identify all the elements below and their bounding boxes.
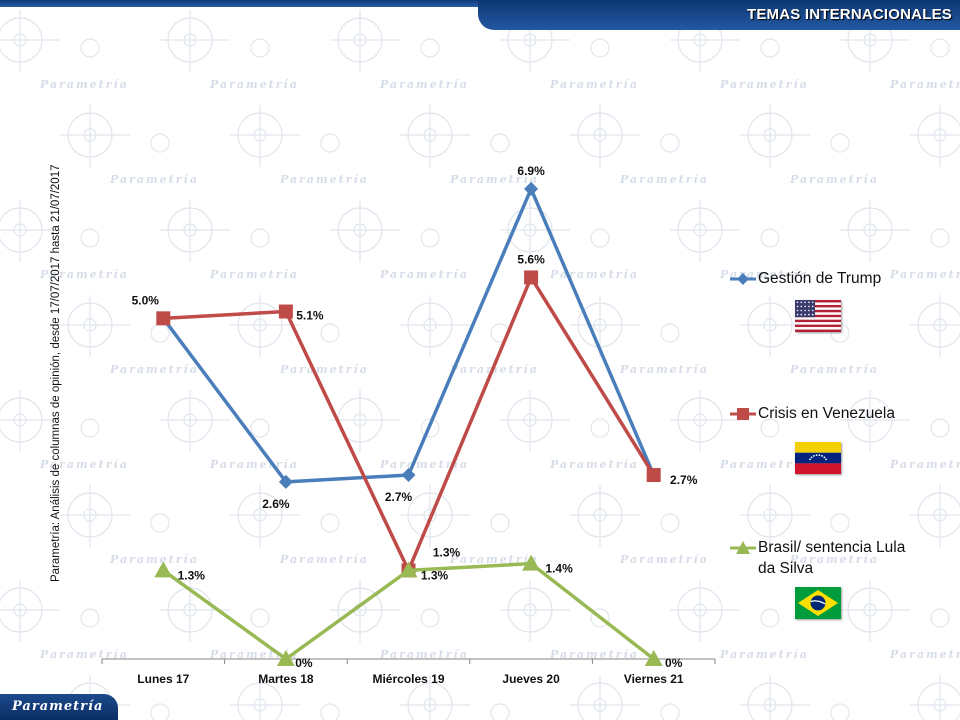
data-label: 1.3%: [421, 568, 449, 582]
series-line: [161, 187, 656, 484]
watermark-text: Parametría: [379, 458, 469, 471]
data-label: 2.6%: [262, 497, 290, 511]
x-tick-label: Miércoles 19: [372, 672, 444, 686]
watermark-text: Parametría: [109, 553, 199, 566]
data-point: [646, 468, 661, 483]
watermark-text: Parametría: [619, 173, 709, 186]
watermark-text: Parametría: [889, 648, 960, 661]
watermark-text: Parametría: [719, 458, 809, 471]
series-line: [163, 275, 656, 573]
watermark-text: Parametría: [549, 648, 639, 661]
data-label: 5.6%: [517, 252, 545, 266]
watermark-text: Parametría: [279, 173, 369, 186]
watermark-text: Parametría: [719, 78, 809, 91]
legend-label-line: Crisis en Venezuela: [758, 405, 895, 422]
legend-label: Gestión de Trump: [758, 268, 881, 289]
data-point: [522, 554, 541, 571]
x-tick-label: Viernes 21: [624, 672, 684, 686]
watermark-text: Parametría: [889, 78, 960, 91]
data-point: [154, 561, 173, 578]
watermark-text: Parametría: [379, 648, 469, 661]
data-label: 6.9%: [517, 164, 545, 178]
watermark-text: Parametría: [619, 553, 709, 566]
watermark-text: Parametría: [719, 648, 809, 661]
legend-label-line: Brasil/ sentencia Lula: [758, 539, 906, 556]
legend-label: Crisis en Venezuela: [758, 403, 895, 424]
watermark-text: Parametría: [39, 648, 129, 661]
legend-label-line: da Silva: [758, 560, 814, 577]
data-label: 2.7%: [670, 473, 698, 487]
data-label: 0%: [295, 656, 313, 670]
page-title: TEMAS INTERNACIONALES: [746, 6, 952, 23]
watermark-text: Parametría: [789, 173, 879, 186]
header-tab: TEMAS INTERNACIONALES: [478, 0, 960, 30]
x-tick-label: Jueves 20: [502, 672, 560, 686]
data-point: [278, 304, 293, 319]
data-point: [524, 181, 539, 196]
watermark-text: Parametría: [279, 363, 369, 376]
data-point: [644, 650, 663, 666]
data-point: [278, 474, 293, 489]
data-label: 1.4%: [545, 562, 573, 576]
data-label: 1.3%: [433, 545, 461, 559]
x-tick-label: Martes 18: [258, 672, 314, 686]
watermark-text: Parametría: [549, 458, 639, 471]
x-tick-label: Lunes 17: [137, 672, 189, 686]
data-label: 1.3%: [178, 568, 206, 582]
series-line: [162, 561, 655, 661]
legend-label-line: Gestión de Trump: [758, 270, 882, 287]
brasil-flag-icon: [795, 587, 841, 619]
parametria-logo: Parametría: [0, 694, 118, 720]
data-label: 5.0%: [132, 293, 160, 307]
watermark-text: Parametría: [619, 363, 709, 376]
logo-text: Parametría: [12, 699, 104, 714]
data-point: [399, 561, 418, 578]
watermark-text: Parametría: [889, 458, 960, 471]
watermark-text: Parametría: [789, 363, 879, 376]
watermark-text: Parametría: [379, 268, 469, 281]
data-label: 5.1%: [296, 309, 324, 323]
legend-marker-icon: [730, 272, 756, 286]
watermark-text: Parametría: [889, 268, 960, 281]
watermark-text: Parametría: [449, 553, 539, 566]
watermark-text: Parametría: [109, 363, 199, 376]
series-trump: [156, 181, 661, 489]
watermark-text: Parametría: [379, 78, 469, 91]
legend-marker-icon: [730, 407, 756, 421]
watermark-text: Parametría: [39, 78, 129, 91]
legend-label: Brasil/ sentencia Lula da Silva: [758, 537, 905, 579]
watermark-text: Parametría: [549, 78, 639, 91]
data-label: 2.7%: [385, 490, 413, 504]
data-label: 0%: [665, 656, 683, 670]
data-point: [401, 468, 416, 483]
watermark-text: Parametría: [449, 173, 539, 186]
watermark-text: Parametría: [789, 553, 879, 566]
watermark-text: Parametría: [279, 553, 369, 566]
data-point: [276, 650, 295, 666]
watermark-text: Parametría: [209, 268, 299, 281]
legend-marker-icon: [730, 541, 756, 555]
data-point: [524, 270, 539, 285]
watermark-text: Parametría: [39, 268, 129, 281]
venezuela-flag-icon: [795, 442, 841, 474]
watermark-text: Parametría: [209, 78, 299, 91]
usa-flag-icon: [795, 300, 841, 333]
watermark-text: Parametría: [39, 458, 129, 471]
data-point: [156, 311, 171, 326]
watermark-text: Parametría: [109, 173, 199, 186]
series-brasil: [154, 554, 663, 666]
